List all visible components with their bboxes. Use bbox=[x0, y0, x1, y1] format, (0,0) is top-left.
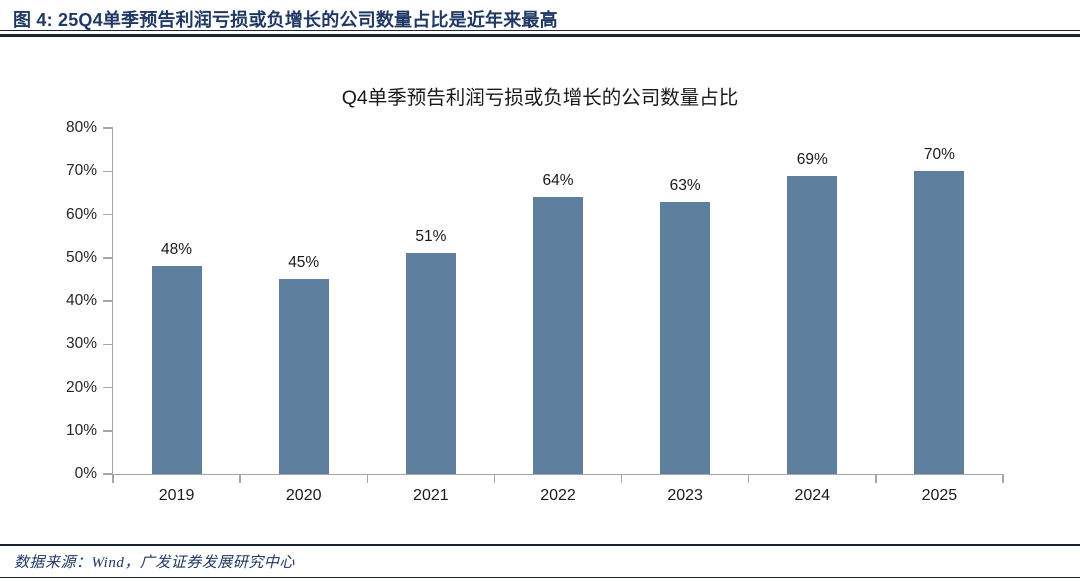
bar-value-label: 64% bbox=[542, 172, 574, 190]
bar-chart-plot-area: 80% 70% 60% 50% 40% 30% 20% 10% 0% 48% 2019 45% 2020… bbox=[66, 119, 1004, 504]
x-axis-category-label: 2019 bbox=[158, 487, 195, 504]
x-axis-tick bbox=[112, 474, 114, 483]
y-axis-tick-label: 30% bbox=[65, 335, 97, 353]
bar-value-label: 48% bbox=[161, 241, 193, 259]
source-divider-rule bbox=[0, 544, 1080, 546]
y-axis-tick bbox=[103, 473, 113, 475]
y-axis-tick bbox=[103, 170, 113, 172]
x-axis-tick bbox=[239, 474, 241, 483]
y-axis-tick bbox=[103, 300, 113, 302]
bar bbox=[787, 175, 838, 474]
bar-value-label: 70% bbox=[923, 146, 955, 164]
y-axis-tick-label: 20% bbox=[65, 378, 97, 396]
bar-category-cell: 45% bbox=[240, 128, 367, 474]
bar-category-cell: 51% bbox=[367, 128, 494, 474]
bar-value-label: 45% bbox=[288, 254, 320, 272]
x-axis-category-label: 2023 bbox=[667, 487, 703, 504]
bar-value-label: 63% bbox=[669, 176, 701, 194]
bar bbox=[532, 197, 583, 474]
data-source-note: 数据来源：Wind，广发证券发展研究中心 bbox=[14, 555, 295, 571]
y-axis-tick-label: 60% bbox=[65, 205, 97, 223]
x-axis-tick bbox=[1002, 474, 1004, 483]
y-axis-tick-label: 50% bbox=[65, 248, 97, 266]
chart-title: Q4单季预告利润亏损或负增长的公司数量占比 bbox=[341, 87, 739, 109]
x-axis-tick bbox=[366, 474, 369, 483]
x-axis-tick bbox=[620, 474, 623, 483]
y-axis-tick bbox=[103, 257, 113, 259]
header-double-rule bbox=[0, 30, 1080, 37]
figure-caption: 图 4: 25Q4单季预告利润亏损或负增长的公司数量占比是近年来最高 bbox=[13, 10, 558, 30]
y-axis-tick-label: 10% bbox=[65, 421, 97, 439]
x-axis-category-label: 2021 bbox=[413, 487, 449, 504]
bar bbox=[660, 201, 711, 474]
y-axis-tick bbox=[103, 343, 113, 345]
y-axis-tick-label: 0% bbox=[74, 465, 97, 482]
bar bbox=[278, 279, 329, 474]
x-axis-tick bbox=[747, 474, 750, 483]
x-axis-category-label: 2025 bbox=[921, 487, 958, 504]
y-axis-tick bbox=[103, 127, 113, 129]
bottom-rule bbox=[0, 577, 1080, 578]
y-axis-tick-label: 40% bbox=[65, 292, 97, 309]
bar bbox=[914, 171, 965, 474]
y-axis-tick bbox=[103, 430, 113, 432]
y-axis-tick-label: 80% bbox=[65, 119, 97, 136]
y-axis-tick bbox=[103, 386, 113, 389]
bar-category-cell: 70% bbox=[876, 128, 1003, 474]
bar-category-cell: 63% bbox=[622, 128, 749, 474]
bar-category-cell: 48% bbox=[113, 128, 240, 474]
bar-value-label: 69% bbox=[796, 150, 828, 168]
bar bbox=[151, 266, 202, 474]
y-axis-tick bbox=[103, 213, 113, 216]
y-axis-tick-label: 70% bbox=[65, 162, 97, 180]
x-axis-category-label: 2020 bbox=[285, 487, 322, 504]
bar bbox=[405, 253, 456, 474]
bar-category-cell: 69% bbox=[749, 128, 876, 474]
x-axis-category-label: 2022 bbox=[540, 487, 576, 504]
bar-category-cell: 64% bbox=[494, 128, 621, 474]
x-axis-category-label: 2024 bbox=[794, 487, 831, 504]
x-axis-tick bbox=[875, 474, 877, 483]
x-axis-tick bbox=[493, 474, 496, 483]
bar-value-label: 51% bbox=[415, 228, 447, 246]
